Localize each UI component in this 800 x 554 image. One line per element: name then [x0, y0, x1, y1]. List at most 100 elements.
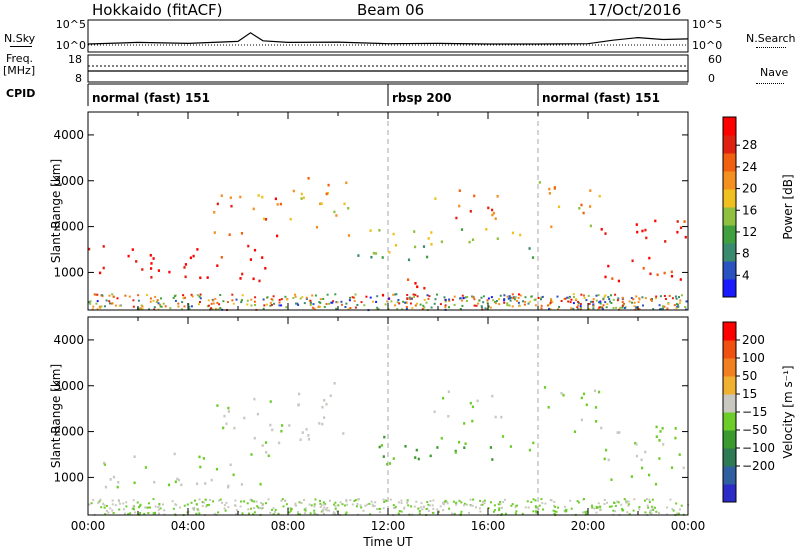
- echo-cell: [510, 504, 513, 507]
- echo-cell: [201, 501, 204, 504]
- echo-cell: [305, 297, 308, 300]
- echo-cell: [517, 301, 520, 304]
- echo-cell: [214, 297, 217, 300]
- echo-cell: [404, 445, 407, 448]
- colorbar-tick-label: 15: [742, 387, 757, 401]
- echo-cell: [671, 508, 674, 511]
- echo-cell: [560, 392, 563, 395]
- echo-cell: [662, 305, 664, 308]
- echo-cell: [492, 211, 495, 215]
- echo-cell: [655, 295, 658, 298]
- echo-cell: [638, 308, 641, 311]
- echo-cell: [415, 448, 418, 452]
- echo-cell: [394, 293, 397, 296]
- echo-cell: [502, 501, 505, 504]
- echo-cell: [249, 498, 252, 501]
- echo-cell: [648, 501, 651, 504]
- echo-cell: [661, 307, 664, 310]
- echo-cell: [517, 297, 520, 299]
- echo-cell: [421, 307, 424, 310]
- echo-cell: [593, 507, 596, 510]
- echo-cell: [311, 306, 314, 309]
- echo-cell: [369, 513, 372, 516]
- echo-cell: [430, 243, 433, 246]
- echo-cell: [651, 505, 654, 508]
- echo-cell: [177, 478, 181, 482]
- echo-cell: [592, 303, 595, 306]
- echo-cell: [677, 303, 680, 306]
- echo-cell: [528, 300, 531, 303]
- echo-cell: [303, 498, 305, 501]
- echo-cell: [472, 498, 475, 501]
- echo-cell: [246, 502, 249, 505]
- echo-cell: [100, 506, 103, 509]
- echo-cell: [483, 499, 486, 502]
- echo-cell: [455, 503, 458, 506]
- echo-cell: [522, 300, 525, 303]
- echo-cell: [194, 499, 196, 502]
- echo-cell: [272, 513, 275, 516]
- echo-cell: [207, 503, 210, 506]
- echo-cell: [480, 504, 483, 506]
- echo-cell: [388, 462, 392, 465]
- echo-cell: [274, 508, 277, 511]
- echo-cell: [554, 505, 557, 508]
- echo-cell: [682, 466, 685, 470]
- echo-cell: [389, 498, 392, 501]
- echo-cell: [652, 308, 655, 311]
- echo-cell: [376, 295, 379, 298]
- echo-cell: [655, 510, 658, 513]
- echo-cell: [216, 202, 219, 206]
- echo-cell: [325, 402, 328, 406]
- echo-cell: [233, 426, 236, 430]
- echo-cell: [575, 298, 578, 301]
- echo-cell: [125, 505, 128, 508]
- echo-cell: [580, 293, 583, 296]
- echo-cell: [510, 296, 512, 299]
- echo-cell: [535, 510, 538, 513]
- echo-cell: [484, 307, 487, 310]
- echo-cell: [679, 299, 682, 302]
- echo-cell: [218, 303, 221, 306]
- echo-cell: [656, 273, 659, 277]
- echo-cell: [122, 508, 125, 511]
- echo-cell: [580, 203, 583, 207]
- echo-cell: [576, 308, 579, 311]
- echo-cell: [346, 503, 349, 506]
- echo-cell: [353, 296, 356, 299]
- echo-cell: [94, 293, 97, 296]
- echo-cell: [442, 501, 445, 504]
- echo-cell: [353, 500, 356, 502]
- echo-cell: [405, 306, 408, 308]
- echo-cell: [453, 295, 456, 298]
- echo-cell: [492, 510, 495, 513]
- echo-cell: [429, 454, 432, 458]
- echo-cell: [503, 298, 506, 301]
- echo-cell: [436, 293, 438, 296]
- echo-cell: [276, 203, 279, 206]
- echo-cell: [372, 505, 375, 508]
- echo-cell: [644, 228, 647, 232]
- echo-cell: [541, 295, 544, 298]
- echo-cell: [234, 504, 237, 507]
- echo-cell: [501, 506, 503, 509]
- echo-cell: [323, 305, 326, 308]
- echo-cell: [621, 306, 624, 309]
- echo-cell: [679, 226, 683, 230]
- echo-cell: [149, 506, 151, 509]
- echo-cell: [573, 430, 577, 433]
- echo-cell: [479, 499, 482, 502]
- echo-cell: [549, 307, 552, 310]
- echo-cell: [572, 293, 575, 296]
- echo-cell: [519, 294, 522, 297]
- echo-cell: [444, 306, 447, 309]
- echo-cell: [169, 307, 172, 310]
- station-title: Hokkaido (fitACF): [92, 1, 223, 19]
- echo-cell: [481, 503, 484, 506]
- echo-cell: [300, 192, 303, 196]
- echo-cell: [482, 301, 485, 304]
- frequency-panel-frame: [87, 54, 689, 83]
- echo-cell: [586, 510, 589, 513]
- echo-cell: [226, 301, 229, 303]
- echo-cell: [616, 299, 619, 302]
